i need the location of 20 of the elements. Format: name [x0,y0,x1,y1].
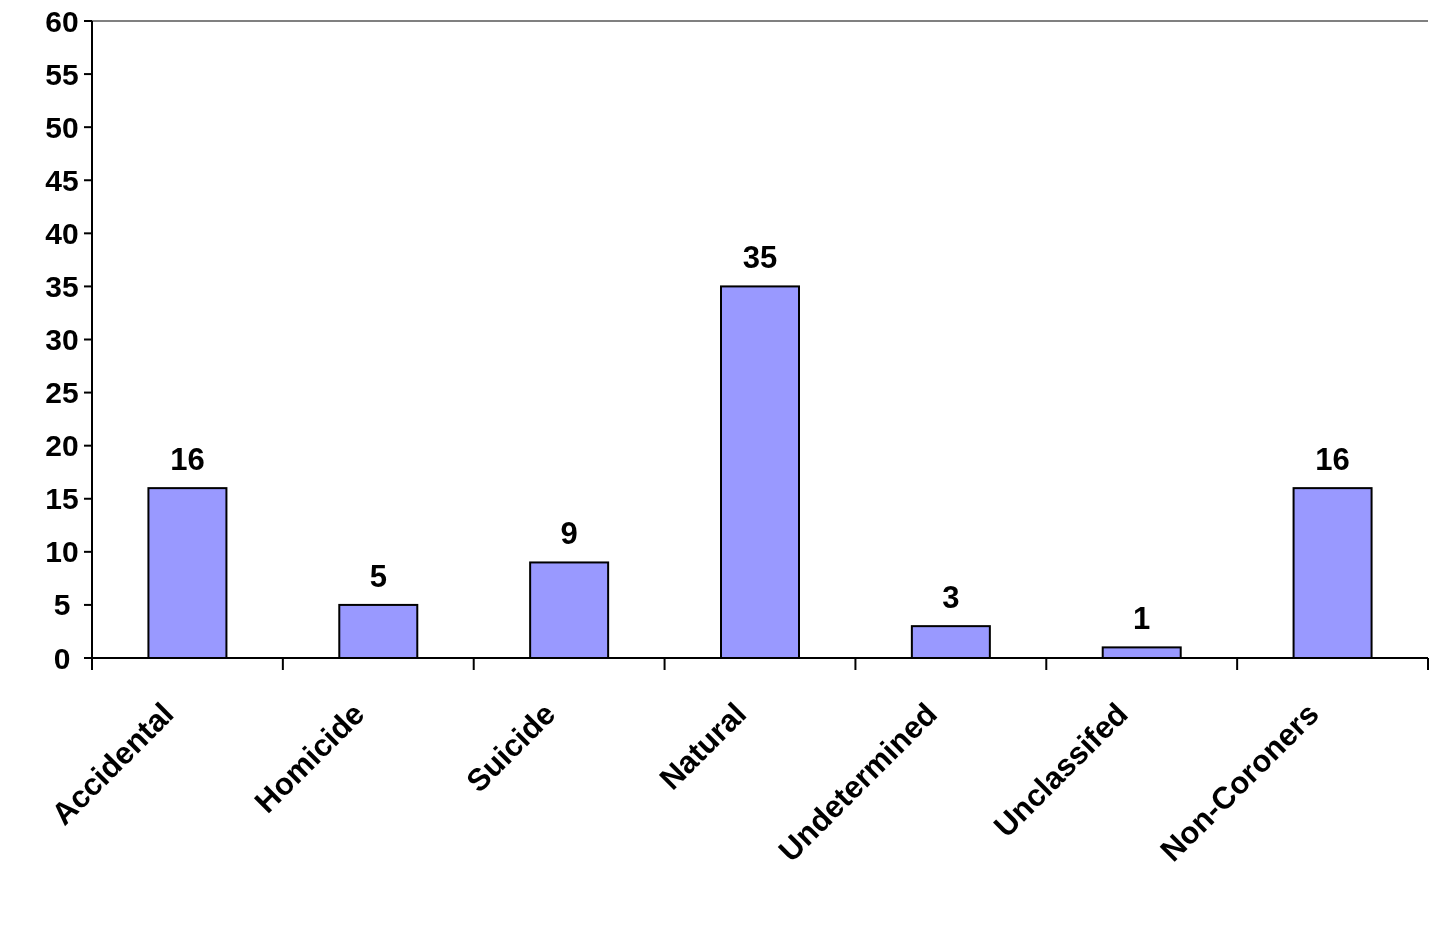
y-tick-label: 60 [45,4,79,38]
y-tick-label: 0 [53,641,71,675]
data-label: 3 [942,580,960,616]
y-tick-label: 45 [45,163,79,197]
y-tick-label: 20 [45,429,79,463]
y-tick-label: 55 [45,57,79,91]
y-tick-label: 25 [45,376,79,410]
y-tick-label: 50 [45,110,79,144]
y-tick-label: 10 [45,535,79,569]
y-tick-label: 35 [45,269,79,303]
data-label: 9 [560,516,578,552]
y-tick-label: 5 [53,588,71,622]
data-label: 1 [1133,601,1151,637]
data-label: 16 [170,442,205,478]
data-label: 5 [369,558,387,594]
y-tick-label: 30 [45,323,79,356]
data-label: 16 [1315,442,1350,478]
y-tick-label: 15 [45,482,79,516]
data-label: 35 [742,240,778,276]
y-tick-label: 40 [45,216,79,250]
